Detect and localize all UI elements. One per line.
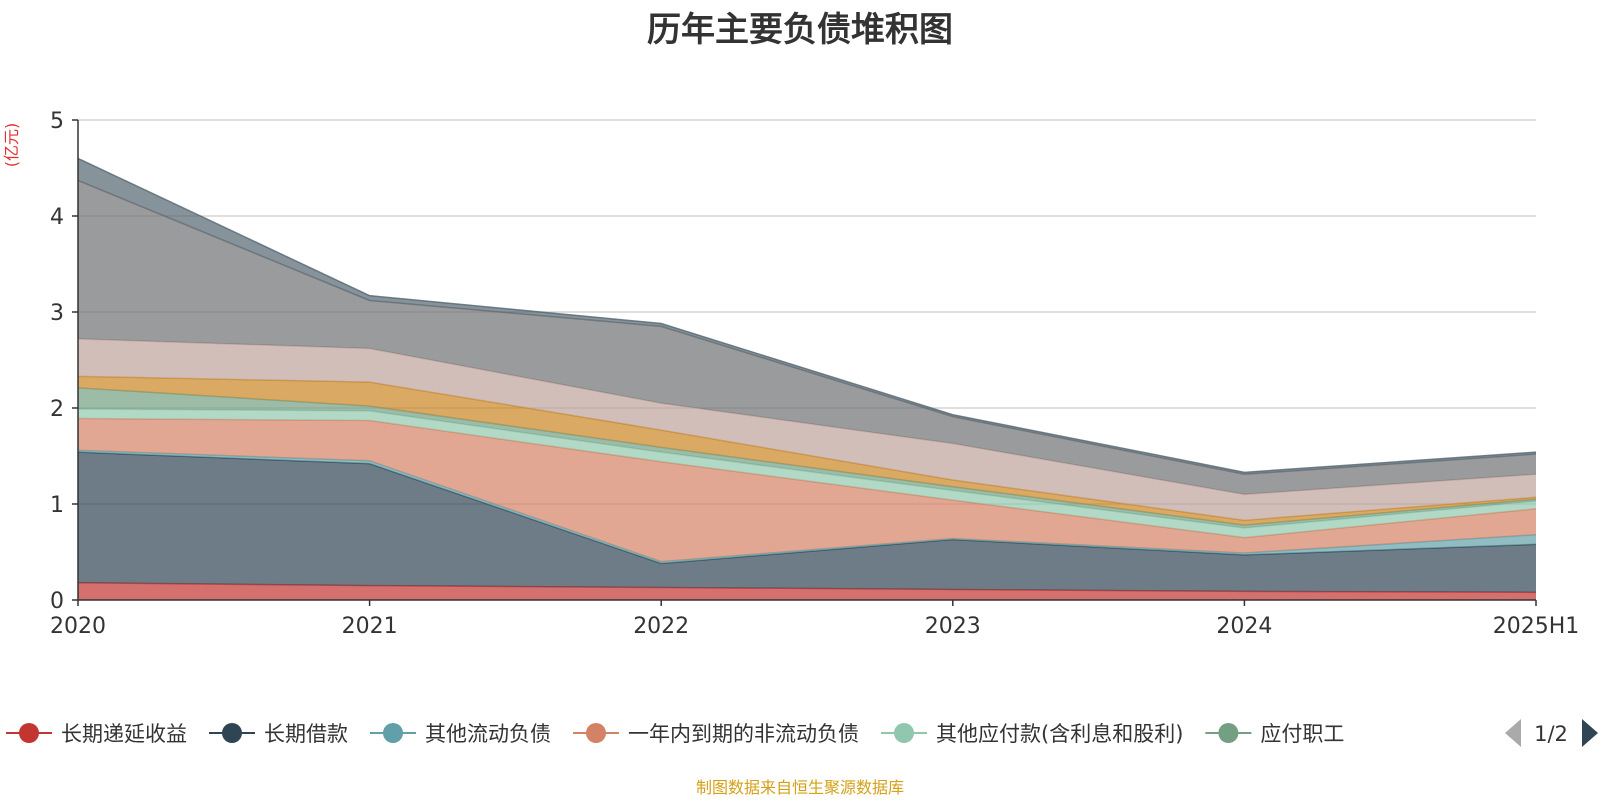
legend-marker <box>1218 723 1239 743</box>
x-tick-label: 2025H1 <box>1493 614 1580 639</box>
source-note: 制图数据来自恒生聚源数据库 <box>695 778 904 797</box>
series-line-9 <box>77 179 1537 475</box>
legend-label: 长期递延收益 <box>61 722 187 746</box>
area-series-2 <box>78 452 1536 593</box>
series-line-10 <box>77 157 1537 474</box>
y-tick-label: 5 <box>50 109 64 134</box>
y-tick-label: 2 <box>50 397 64 422</box>
legend-marker <box>222 723 242 743</box>
legend-marker <box>19 723 39 743</box>
legend-item[interactable]: 长期借款 <box>209 722 348 746</box>
legend-label: 应付职工 <box>1260 722 1344 746</box>
legend-page-indicator: 1/2 <box>1534 722 1568 746</box>
area-series-9 <box>78 180 1536 495</box>
legend-label: 长期借款 <box>264 722 348 746</box>
x-tick-label: 2021 <box>342 614 398 639</box>
area-series-6 <box>78 387 1536 528</box>
area-series-1 <box>78 582 1536 600</box>
legend-prev-icon[interactable] <box>1505 719 1521 747</box>
x-tick-label: 2022 <box>633 614 689 639</box>
chart-title: 历年主要负债堆积图 <box>647 10 953 50</box>
x-tick-label: 2023 <box>925 614 981 639</box>
legend: 长期递延收益 长期借款 其他流动负债 一年内到期的非流动负债 其他应付款(含利息和股利)… <box>6 719 1598 747</box>
y-tick-label: 1 <box>50 493 64 518</box>
legend-item[interactable]: 一年内到期的非流动负债 <box>573 722 859 746</box>
legend-next-icon[interactable] <box>1582 719 1598 747</box>
y-tick-label: 0 <box>50 589 64 614</box>
legend-item[interactable]: 长期递延收益 <box>6 722 187 746</box>
legend-item[interactable]: 其他应付款(含利息和股利) <box>881 722 1183 746</box>
area-series-4 <box>78 418 1536 562</box>
y-tick-label: 3 <box>50 301 64 326</box>
legend-label: 其他应付款(含利息和股利) <box>936 722 1183 746</box>
area-series-5 <box>78 408 1536 538</box>
legend-marker <box>383 723 403 743</box>
y-tick-label: 4 <box>50 205 64 230</box>
axes: 0 1 2 3 4 5 2020 2021 2022 2023 2024 2025H1 (亿元) <box>2 109 1579 639</box>
x-tick-label: 2020 <box>50 614 106 639</box>
legend-label: 一年内到期的非流动负债 <box>628 722 859 746</box>
y-axis-unit-label: (亿元) <box>2 123 21 168</box>
legend-label: 其他流动负债 <box>425 722 551 746</box>
area-series <box>77 157 1537 600</box>
legend-item[interactable]: 其他流动负债 <box>370 722 551 746</box>
area-series-7 <box>78 376 1536 526</box>
legend-marker <box>894 723 914 743</box>
x-tick-label: 2024 <box>1216 614 1272 639</box>
legend-marker <box>586 723 606 743</box>
area-series-8 <box>78 338 1536 521</box>
legend-item[interactable]: 应付职工 <box>1205 722 1344 746</box>
